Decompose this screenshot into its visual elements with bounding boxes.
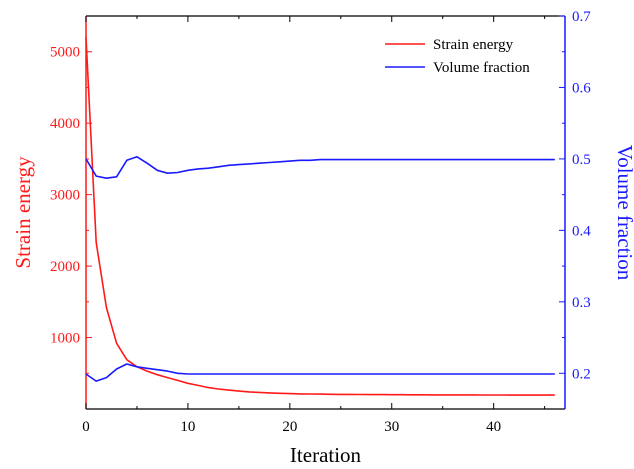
- series-line-1: [86, 157, 555, 178]
- left-y-tick-label: 4000: [50, 116, 80, 132]
- left-y-tick-label: 3000: [50, 188, 80, 204]
- legend: Strain energy Volume fraction: [385, 37, 530, 76]
- series-group: [86, 37, 555, 395]
- x-tick-label: 0: [82, 419, 90, 435]
- left-y-tick-label: 5000: [50, 45, 80, 61]
- left-y-tick-label: 1000: [50, 331, 80, 347]
- x-tick-label: 20: [282, 419, 297, 435]
- series-line-2: [86, 364, 555, 381]
- right-y-tick-label: 0.2: [572, 366, 591, 382]
- series-line-0: [86, 37, 555, 395]
- right-y-tick-label: 0.3: [572, 295, 591, 311]
- right-y-tick-label: 0.7: [572, 9, 591, 25]
- x-tick-label: 40: [486, 419, 501, 435]
- legend-label-0: Strain energy: [433, 37, 514, 53]
- x-tick-label: 30: [384, 419, 399, 435]
- right-y-tick-label: 0.5: [572, 152, 591, 168]
- legend-label-1: Volume fraction: [433, 60, 530, 76]
- right-y-axis-title: Volume fraction: [613, 145, 634, 281]
- right-y-tick-label: 0.4: [572, 223, 591, 239]
- right-y-tick-label: 0.6: [572, 80, 591, 96]
- left-y-axis-title: Strain energy: [11, 156, 35, 269]
- x-tick-label: 10: [180, 419, 195, 435]
- x-axis-title: Iteration: [290, 443, 362, 467]
- left-y-tick-label: 2000: [50, 259, 80, 275]
